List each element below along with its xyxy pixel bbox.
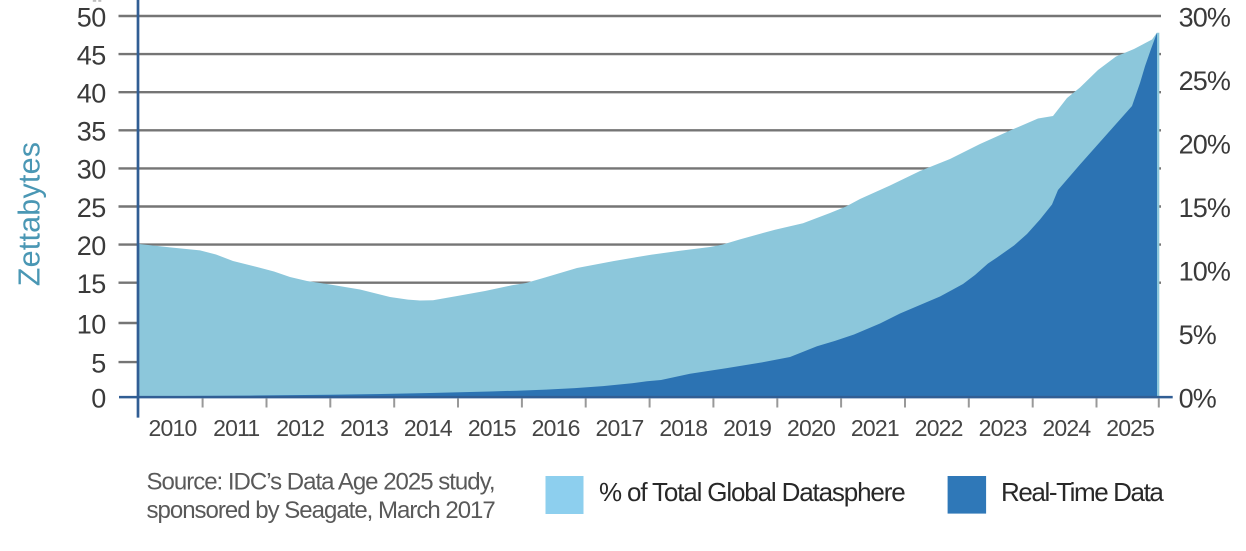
svg-text:35: 35 xyxy=(77,117,106,147)
svg-text:2011: 2011 xyxy=(213,415,259,441)
svg-text:50: 50 xyxy=(77,2,106,32)
svg-text:5%: 5% xyxy=(1179,320,1217,350)
svg-text:2023: 2023 xyxy=(979,415,1027,441)
svg-text:0: 0 xyxy=(91,383,106,413)
svg-text:2013: 2013 xyxy=(340,415,388,441)
svg-text:Real-Time Data: Real-Time Data xyxy=(1001,477,1164,507)
svg-text:sponsored by Seagate, March 20: sponsored by Seagate, March 2017 xyxy=(147,497,496,524)
svg-text:2020: 2020 xyxy=(787,415,835,441)
svg-text:Source: IDC’s Data Age 2025 st: Source: IDC’s Data Age 2025 study, xyxy=(147,469,495,496)
svg-text:15: 15 xyxy=(77,269,106,299)
svg-text:10: 10 xyxy=(77,309,106,339)
svg-text:25%: 25% xyxy=(1179,66,1231,96)
svg-text:2014: 2014 xyxy=(404,415,453,441)
svg-text:Zettabytes: Zettabytes xyxy=(13,142,47,286)
svg-text:15%: 15% xyxy=(1179,193,1231,223)
svg-text:30%: 30% xyxy=(1179,2,1231,32)
svg-text:45: 45 xyxy=(77,40,106,70)
svg-text:2015: 2015 xyxy=(468,415,516,441)
svg-text:2025: 2025 xyxy=(1106,415,1154,441)
svg-text:20: 20 xyxy=(77,231,106,261)
svg-text:40: 40 xyxy=(77,79,106,109)
svg-text:2018: 2018 xyxy=(659,415,707,441)
svg-text:2019: 2019 xyxy=(723,415,771,441)
svg-text:2017: 2017 xyxy=(596,415,644,441)
svg-text:25: 25 xyxy=(77,193,106,223)
svg-text:5: 5 xyxy=(91,348,106,378)
svg-text:2022: 2022 xyxy=(915,415,963,441)
svg-text:% of Total Global Datasphere: % of Total Global Datasphere xyxy=(599,477,905,507)
svg-text:2021: 2021 xyxy=(851,415,899,441)
svg-text:2024: 2024 xyxy=(1042,415,1091,441)
svg-text:30: 30 xyxy=(77,155,106,185)
svg-text:10%: 10% xyxy=(1179,256,1231,286)
svg-text:2012: 2012 xyxy=(276,415,324,441)
svg-text:2010: 2010 xyxy=(149,415,197,441)
svg-text:2016: 2016 xyxy=(532,415,580,441)
svg-text:20%: 20% xyxy=(1179,129,1231,159)
svg-text:0%: 0% xyxy=(1179,383,1217,413)
